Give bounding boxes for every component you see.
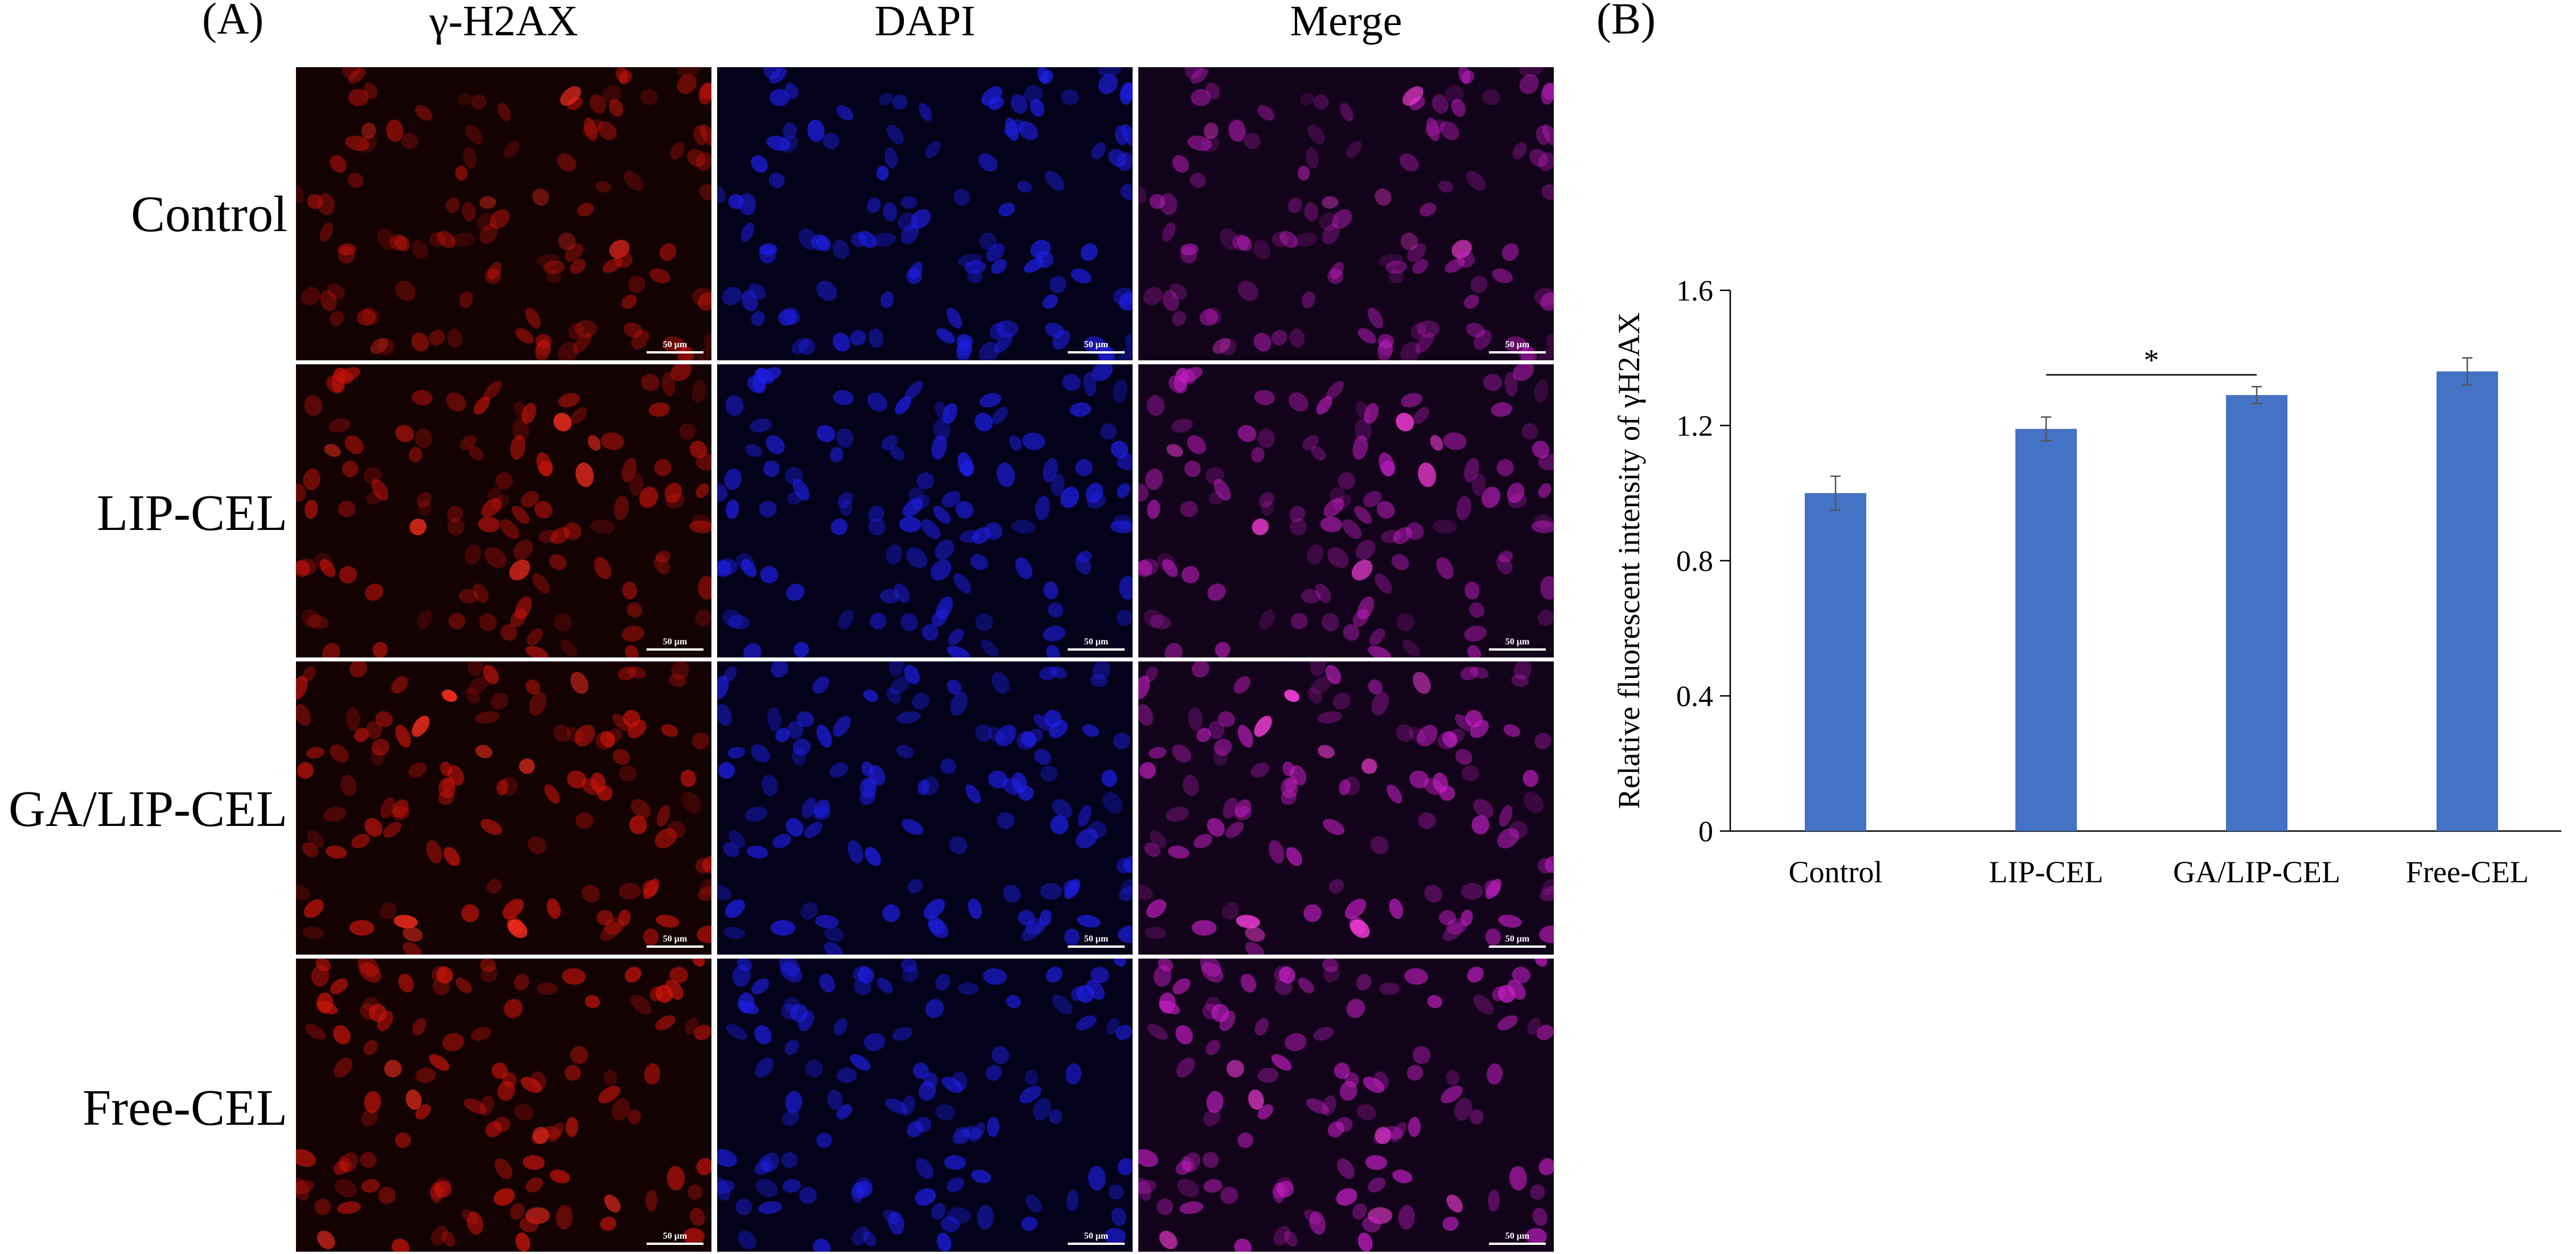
bar-lip-cel [2015,429,2077,831]
row-label-ga-lip-cel: GA/LIP-CEL [9,781,287,837]
column-header-gamma-h2ax: γ-H2AX [429,0,578,45]
scale-bar-line [1068,648,1125,651]
micrograph-control-merge: 50 μm [1138,67,1554,360]
panel-b-label: (B) [1596,0,1656,43]
scale-bar: 50 μm [647,340,703,353]
scale-bar-label: 50 μm [1084,637,1109,647]
scale-bar-label: 50 μm [1505,637,1530,647]
y-tick-label: 0.8 [1676,545,1713,578]
y-tick-label: 1.6 [1676,275,1713,307]
scale-bar-line [647,648,703,651]
x-tick-label: Free-CEL [2406,855,2529,889]
scale-bar-label: 50 μm [1084,934,1109,944]
scale-bar-label: 50 μm [1084,340,1109,350]
bar-chart: 0 0.4 0.8 1.2 1.6 Control LIP-CEL GA/LIP-CEL Fre… [1612,275,2561,889]
micrograph-ga-lip-cel-gamma-h2ax: 50 μm [296,661,711,955]
scale-bar: 50 μm [1489,637,1546,651]
column-header-dapi: DAPI [874,0,976,45]
scale-bar: 50 μm [1068,934,1125,948]
scale-bar-line [1489,1243,1546,1245]
scale-bar-line [1068,1243,1125,1245]
scale-bar-line [1068,351,1125,353]
scale-bar-line [1068,945,1125,948]
micrograph-lip-cel-gamma-h2ax: 50 μm [296,364,711,657]
scale-bar-label: 50 μm [1505,340,1530,350]
bar-ga-lip-cel [2226,395,2287,831]
micrograph-lip-cel-merge: 50 μm [1138,364,1554,657]
micrograph-control-dapi: 50 μm [717,67,1133,360]
micrograph-free-cel-dapi: 50 μm [717,959,1133,1252]
panel-a-label: (A) [202,0,264,43]
scale-bar-line [1489,648,1546,651]
y-tick-label: 1.2 [1676,410,1713,443]
row-label-control: Control [130,186,287,242]
scale-bar: 50 μm [647,637,703,651]
micrograph-ga-lip-cel-dapi: 50 μm [717,661,1133,955]
y-tick-label: 0 [1698,816,1713,848]
scale-bar-label: 50 μm [662,340,688,350]
micrograph-free-cel-gamma-h2ax: 50 μm [296,959,711,1252]
micrograph-lip-cel-dapi: 50 μm [717,364,1133,657]
micrograph-ga-lip-cel-merge: 50 μm [1138,661,1554,955]
micrograph-free-cel-merge: 50 μm [1138,959,1554,1252]
scale-bar-line [1489,945,1546,948]
scale-bar: 50 μm [1489,1231,1546,1245]
scale-bar: 50 μm [1068,1231,1125,1245]
significance-marker: * [2144,343,2159,377]
scale-bar-line [1489,351,1546,353]
scale-bar-line [647,1243,703,1245]
x-tick-label: LIP-CEL [1989,855,2104,889]
row-label-free-cel: Free-CEL [83,1080,287,1136]
scale-bar: 50 μm [1068,340,1125,353]
scale-bar: 50 μm [1068,637,1125,651]
y-axis-title: Relative fluorescent intensity of γH2AX [1612,313,1646,809]
scale-bar: 50 μm [1489,934,1546,948]
x-tick-label: Control [1788,855,1882,889]
scale-bar-label: 50 μm [1505,934,1530,944]
scale-bar-line [647,351,703,353]
scale-bar-line [647,945,703,948]
scale-bar: 50 μm [647,934,703,948]
y-tick-label: 0.4 [1676,681,1713,713]
scale-bar-label: 50 μm [662,1231,688,1241]
micrograph-control-gamma-h2ax: 50 μm [296,67,711,360]
column-header-merge: Merge [1290,0,1402,45]
scale-bar: 50 μm [1489,340,1546,353]
bar-control [1805,493,1866,831]
scale-bar-label: 50 μm [662,934,688,944]
scale-bar-label: 50 μm [662,637,688,647]
row-label-lip-cel: LIP-CEL [97,485,287,541]
scale-bar-label: 50 μm [1505,1231,1530,1241]
scale-bar: 50 μm [647,1231,703,1245]
x-tick-label: GA/LIP-CEL [2173,855,2340,889]
scale-bar-label: 50 μm [1084,1231,1109,1241]
bar-free-cel [2437,371,2498,831]
